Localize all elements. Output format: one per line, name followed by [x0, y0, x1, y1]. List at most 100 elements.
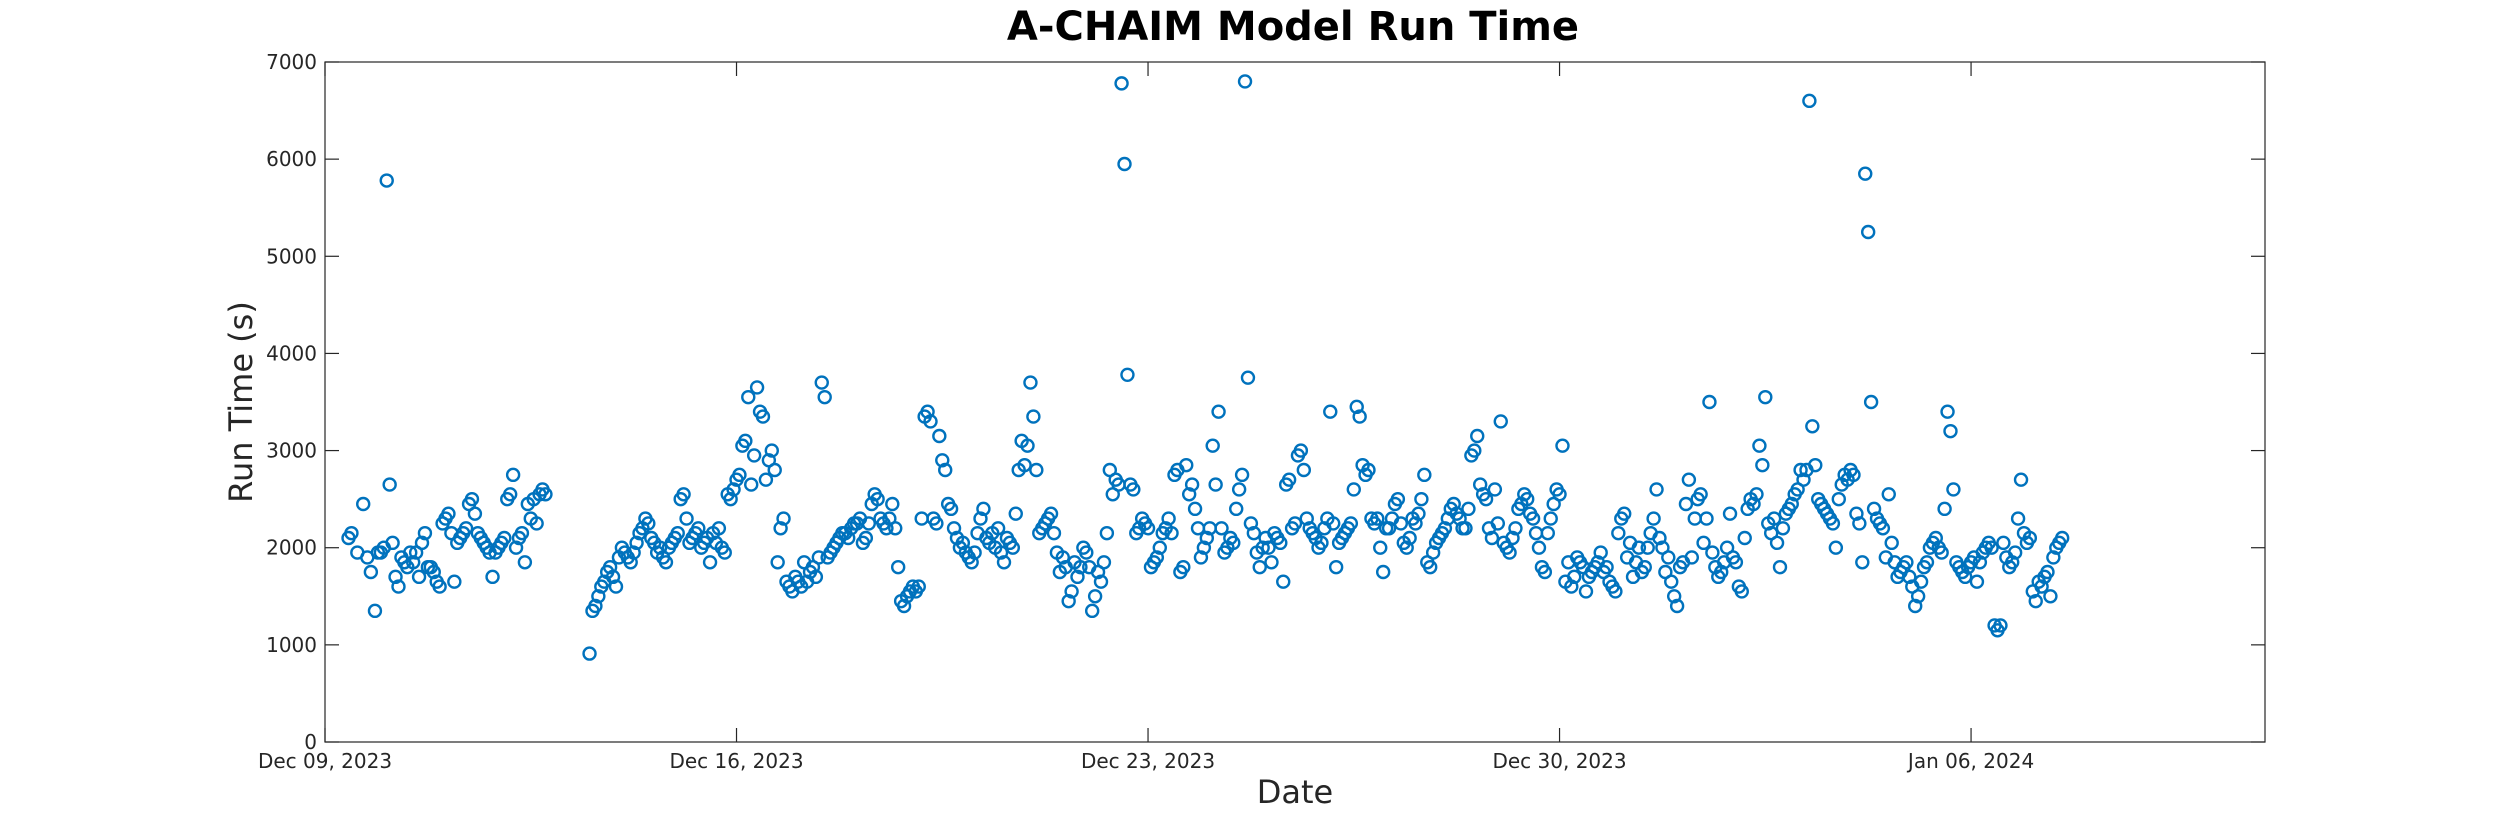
data-point	[814, 375, 829, 390]
data-point	[1940, 404, 1955, 419]
data-point	[517, 555, 533, 570]
data-point	[1437, 521, 1453, 536]
x-axis: Dec 09, 2023 Dec 16, 2023 Dec 23, 2023 Dec …	[258, 62, 2034, 773]
data-point	[1064, 584, 1079, 599]
data-point	[964, 555, 979, 570]
data-point	[1240, 370, 1256, 385]
data-point	[1793, 462, 1808, 478]
data-point	[1181, 487, 1197, 502]
data-point	[1752, 438, 1767, 453]
data-point	[1543, 511, 1558, 526]
data-point	[1390, 491, 1406, 507]
data-point	[414, 535, 430, 551]
data-point	[1784, 496, 1799, 512]
data-point	[1373, 540, 1388, 555]
data-point	[367, 603, 383, 619]
data-point	[1937, 501, 1952, 517]
data-point	[1414, 491, 1429, 507]
data-point	[2013, 472, 2029, 487]
data-point	[1231, 482, 1247, 497]
data-point	[441, 506, 456, 521]
data-point	[1093, 574, 1109, 589]
data-point	[1881, 487, 1896, 502]
data-point	[993, 545, 1009, 560]
x-axis-label: Date	[1257, 773, 1333, 811]
data-point	[1193, 550, 1209, 565]
data-point	[767, 462, 782, 478]
data-point	[1910, 589, 1926, 604]
x-tick-label: Dec 30, 2023	[1492, 749, 1626, 773]
data-point	[1461, 501, 1476, 517]
data-point	[1490, 516, 1506, 531]
data-point	[679, 511, 694, 526]
data-point	[1196, 540, 1212, 555]
data-point	[885, 496, 900, 512]
data-point	[691, 521, 706, 536]
data-point	[670, 525, 685, 541]
data-point	[1702, 394, 1717, 410]
data-point	[1608, 584, 1623, 599]
data-point	[1669, 598, 1685, 614]
y-tick-label: 6000	[266, 147, 317, 171]
data-point	[2022, 530, 2038, 546]
data-point	[1661, 550, 1676, 565]
data-point	[629, 535, 644, 551]
data-point	[1399, 540, 1414, 555]
data-point	[344, 525, 359, 541]
data-point	[746, 448, 762, 463]
data-point	[1126, 482, 1141, 497]
data-point	[1120, 367, 1135, 382]
data-point	[1029, 462, 1044, 478]
data-point	[1087, 589, 1103, 604]
data-point	[1214, 521, 1229, 536]
data-point	[1593, 545, 1608, 560]
data-point	[1281, 472, 1297, 487]
data-point	[1346, 482, 1361, 497]
data-point	[1852, 516, 1867, 531]
data-point	[1734, 584, 1749, 599]
data-point	[1417, 467, 1432, 483]
data-point	[1273, 535, 1288, 551]
data-point	[1758, 389, 1773, 405]
data-point	[508, 540, 524, 555]
data-point	[770, 555, 785, 570]
data-point	[447, 574, 462, 589]
data-point	[711, 521, 727, 536]
data-point	[1187, 501, 1203, 517]
data-point	[1617, 506, 1632, 521]
data-point	[1531, 540, 1547, 555]
data-point	[1237, 74, 1253, 89]
data-point	[920, 404, 935, 419]
data-point	[1164, 525, 1179, 541]
data-point	[929, 516, 944, 531]
data-point	[1264, 555, 1279, 570]
data-point	[1293, 443, 1309, 458]
data-point	[717, 545, 732, 560]
data-point	[1478, 491, 1494, 507]
data-point	[1323, 404, 1338, 419]
data-point	[1640, 540, 1655, 555]
plot-area	[324, 61, 2266, 743]
data-point	[1664, 574, 1679, 589]
data-point	[1361, 462, 1376, 478]
data-point	[1020, 438, 1035, 453]
data-point	[1026, 409, 1041, 424]
data-point	[514, 525, 530, 541]
data-point	[938, 462, 953, 478]
data-point	[879, 521, 894, 536]
data-point	[1908, 598, 1923, 614]
data-point	[1073, 559, 1088, 575]
x-tick-label: Dec 16, 2023	[669, 749, 803, 773]
data-point	[1611, 525, 1626, 541]
data-point	[1699, 511, 1714, 526]
data-point	[932, 428, 947, 444]
data-point	[1184, 477, 1200, 492]
data-point	[1408, 516, 1423, 531]
data-point	[1328, 559, 1344, 575]
data-point	[1484, 530, 1500, 546]
data-point	[1243, 516, 1259, 531]
data-point	[1555, 438, 1570, 453]
data-point	[1161, 511, 1176, 526]
data-point	[1737, 530, 1752, 546]
data-point	[1684, 550, 1700, 565]
